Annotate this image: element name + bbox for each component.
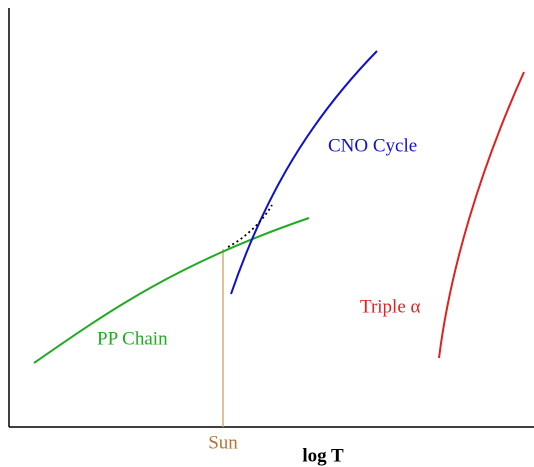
combined-curve <box>227 204 273 248</box>
curve-label: PP Chain <box>97 328 168 349</box>
marker-label: Sun <box>208 432 238 453</box>
curve-label: Triple α <box>360 296 421 317</box>
triple-alpha-curve <box>438 71 525 359</box>
cno-cycle-curve <box>230 50 378 295</box>
x-axis-label: log T <box>302 445 344 466</box>
curve-label: CNO Cycle <box>328 135 417 156</box>
pp-chain-curve <box>33 217 310 364</box>
